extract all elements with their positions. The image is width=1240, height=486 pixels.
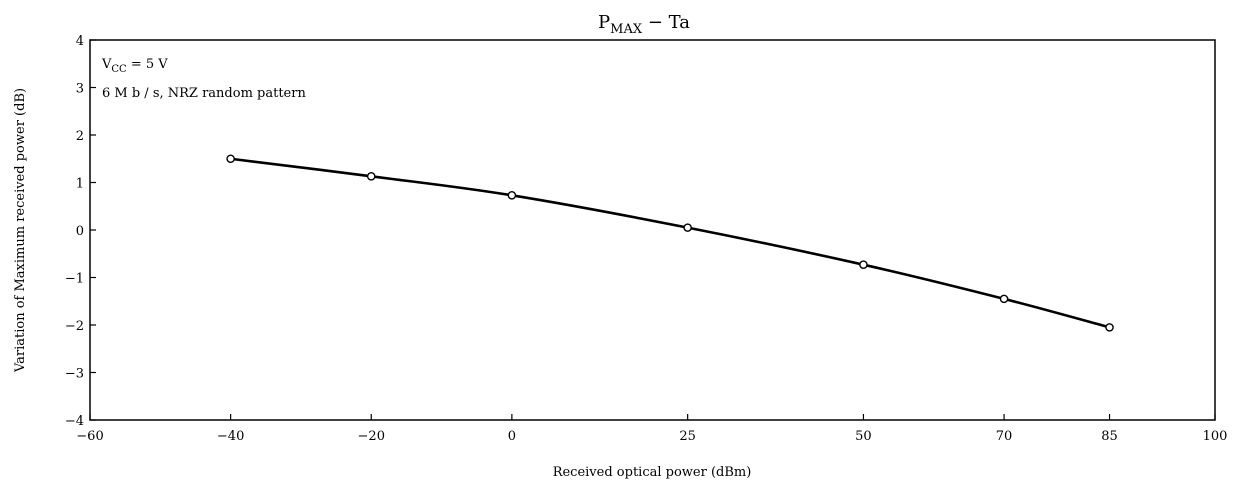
data-point [683,223,692,232]
x-tick-label: 85 [1101,429,1118,444]
y-axis-ticks: 4 3 2 1 0 −1 −2 −3 −4 [65,34,96,429]
data-point [999,294,1009,304]
y-tick-label: −4 [65,414,84,429]
y-tick-label: 4 [76,34,84,49]
x-axis-ticks: −60 −40 −20 0 25 50 70 85 100 [76,414,1227,444]
x-tick-label: −60 [76,429,103,444]
x-tick-label: 0 [508,429,516,444]
chart-title-subscript: MAX [610,22,643,37]
data-point [1105,323,1114,332]
data-point [366,172,376,181]
vcc-annotation-rest: = 5 V [127,57,169,72]
chart-title-rest: − Ta [642,12,690,33]
data-point [507,191,517,200]
y-tick-label: 1 [76,177,84,192]
condition-annotation: 6 M b / s, NRZ random pattern [102,86,306,101]
x-tick-label: 70 [996,429,1013,444]
y-tick-label: 3 [76,82,84,97]
y-axis-title: Variation of Maximum received power (dB) [13,88,28,373]
data-point [859,260,868,269]
vcc-annotation-main: V [101,57,112,72]
chart-title: PMAX − Ta [598,12,690,37]
series-points [226,154,1114,332]
y-tick-label: 0 [76,224,84,239]
x-tick-label: 50 [855,429,872,444]
y-tick-label: −2 [65,319,84,334]
x-axis-title: Received optical power (dBm) [553,465,752,480]
vcc-annotation: VCC = 5 V [101,57,168,75]
vcc-annotation-subscript: CC [111,64,127,75]
y-tick-label: 2 [76,129,84,144]
y-tick-label: −1 [65,272,84,287]
x-tick-label: 25 [679,429,696,444]
x-tick-label: −40 [217,429,244,444]
y-tick-label: −3 [65,367,84,382]
data-point [226,154,235,164]
x-tick-label: 100 [1203,429,1228,444]
x-tick-label: −20 [358,429,385,444]
series-line [230,157,1110,329]
chart-title-main: P [598,12,610,33]
